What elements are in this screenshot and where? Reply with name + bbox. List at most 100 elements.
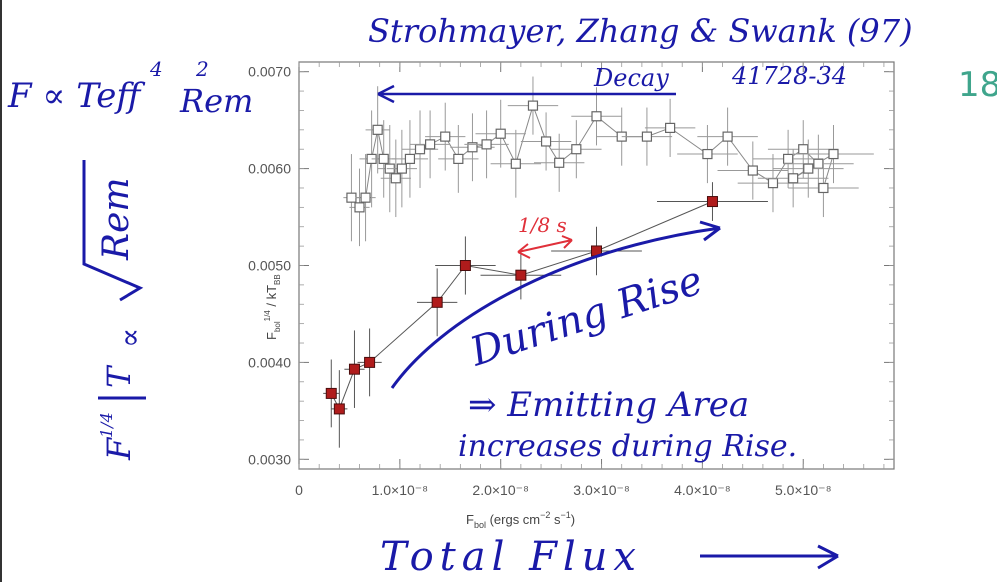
y-axis-label: Fbol1/4 / kTBB [263,274,282,340]
data-point [551,120,602,179]
decay-label: Decay [593,64,669,92]
open-square-marker [414,144,426,155]
x-tick-label: 5.0×10⁻⁸ [775,482,832,498]
open-square-marker [641,131,653,142]
formula-rem-exponent: 2 [195,57,209,81]
open-square-marker [591,111,602,122]
time-double-arrow [517,235,573,259]
formula-teff-exponent: 4 [149,57,163,81]
open-square-marker [495,128,506,139]
data-point [475,99,526,168]
handwritten-title: Strohmayer, Zhang & Swank (97) [368,12,913,50]
lhs-F: F [100,436,138,461]
rise-curve-arrowhead [699,220,721,242]
data-point [357,328,382,397]
formula-rem: Rem [179,82,253,120]
open-square-marker [396,163,407,174]
open-square-marker [453,153,464,165]
data-point [355,154,376,242]
open-square-marker [798,144,809,155]
y-tick-label: 0.0030 [248,451,291,467]
filled-square-marker [459,260,471,271]
open-square-marker [813,158,824,169]
x-tick-label: 4.0×10⁻⁸ [674,482,731,498]
open-square-marker [510,158,521,169]
open-square-marker [702,148,713,160]
data-point [551,226,642,276]
data-point [435,236,496,295]
data-point [697,107,758,166]
decay-series [343,76,874,247]
data-point [772,139,844,198]
formula-f-teff: F ∝ Teff [7,76,145,116]
open-square-marker [467,142,478,153]
open-square-marker [390,173,401,184]
y-tick-label: 0.0070 [248,64,291,80]
lhs-T: T [100,364,138,388]
filled-square-marker [515,269,527,281]
filled-square-marker [325,387,337,399]
open-square-marker [767,178,779,189]
data-point [657,182,768,221]
y-tick-label: 0.0050 [248,258,291,274]
data-point [757,149,829,208]
data-point [344,330,365,408]
lhs-sqrt-sign [82,160,144,302]
y-tick-label: 0.0040 [248,354,291,370]
time-note: 1/8 s [518,213,567,237]
data-point [507,76,559,135]
filled-square-marker [706,196,718,208]
data-point [416,268,458,337]
data-point [386,129,417,208]
open-square-marker [354,202,365,213]
open-square-marker [378,153,389,165]
data-point [717,141,789,200]
open-square-marker [372,124,383,135]
open-square-marker [783,153,794,165]
data-point [349,168,370,247]
filled-square-marker [364,356,376,368]
filled-square-marker [348,363,360,375]
x-tick-label: 2.0×10⁻⁸ [472,482,529,498]
open-square-marker [481,139,492,150]
x-tick-label: 0 [295,482,303,498]
x-ticks: 0 1.0×10⁻⁸ 2.0×10⁻⁸ 3.0×10⁻⁸ 4.0×10⁻⁸ 5.0×10⁻… [295,62,885,498]
open-square-marker [540,136,552,147]
open-square-marker [747,165,758,176]
filled-square-marker [333,403,345,415]
x-axis-label: Fbol (ergs cm−2 s−1) [466,510,575,530]
data-point [464,110,509,179]
x-tick-label: 1.0×10⁻⁸ [372,482,429,498]
data-point [380,139,411,218]
open-square-marker [665,122,676,133]
open-square-marker [527,100,539,111]
handwritten-page-number: 18 [958,65,997,105]
handwritten-run-id: 41728-34 [731,62,847,90]
lhs-rem: Rem [96,177,137,261]
open-square-marker [722,131,733,142]
data-point [409,110,451,179]
data-point [793,124,874,184]
data-point [438,124,479,193]
open-square-marker [554,157,565,168]
data-point [644,98,696,157]
x-tick-label: 3.0×10⁻⁸ [573,482,630,498]
emitting-line-2: increases during Rise. [458,429,797,464]
data-point [391,120,429,198]
lhs-exponent: 1/4 [97,412,116,438]
open-square-marker [425,139,436,150]
left-proportionality: F 1/4 T ∝ Rem [82,160,148,461]
decay-arrow [377,84,676,104]
data-point [490,129,542,198]
filled-square-marker [431,296,443,308]
data-point [331,370,348,448]
open-square-marker [440,131,451,142]
data-point [520,112,572,171]
y-tick-label: 0.0060 [248,161,291,177]
data-point [571,87,622,146]
data-point [621,107,673,166]
open-square-marker [818,182,829,194]
open-square-marker [788,173,799,184]
y-ticks: 0.0030 0.0040 0.0050 0.0060 0.0070 [248,64,894,467]
